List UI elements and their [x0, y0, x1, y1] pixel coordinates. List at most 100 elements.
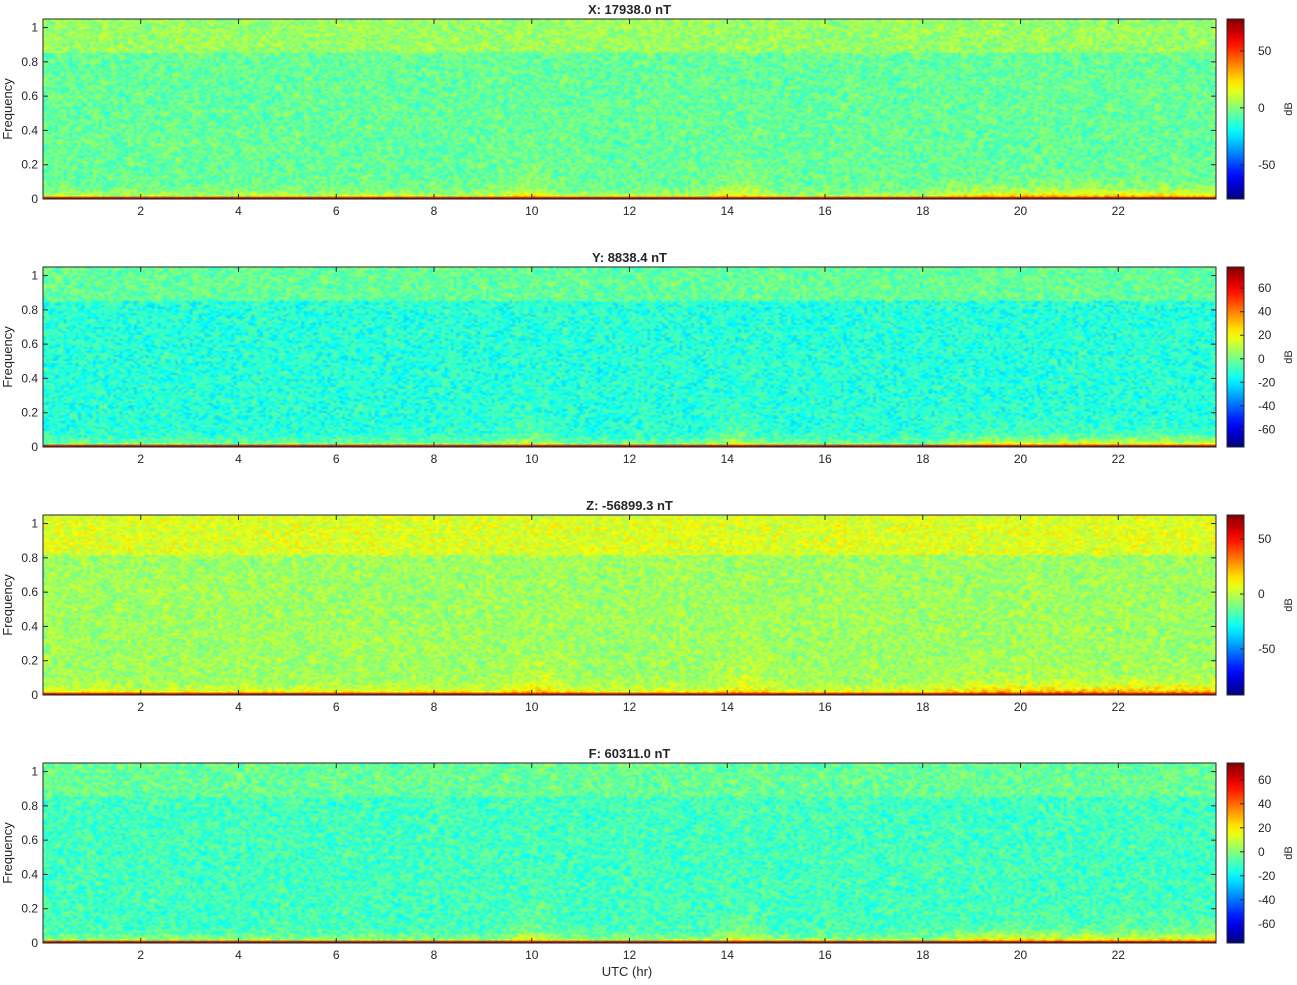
colorbar: [1226, 762, 1245, 944]
y-axis-label: Frequency: [0, 822, 15, 884]
y-tick-label: 0: [31, 936, 38, 950]
colorbar-tick-label: 60: [1258, 281, 1272, 295]
colorbar: [1226, 514, 1245, 696]
x-tick-label: 8: [431, 452, 438, 466]
colorbar-tick-label: 0: [1258, 352, 1265, 366]
x-tick-label: 20: [1014, 204, 1028, 218]
y-tick-label: 0.4: [21, 867, 38, 881]
colorbar-tick-label: 50: [1258, 532, 1272, 546]
x-tick-label: 20: [1014, 948, 1028, 962]
x-tick-label: 6: [333, 452, 340, 466]
y-tick-label: 0.6: [21, 833, 38, 847]
spectrogram-image: [43, 267, 1216, 447]
colorbar-tick-label: 20: [1258, 328, 1272, 342]
x-tick-label: 12: [623, 204, 637, 218]
y-tick-label: 1: [31, 517, 38, 531]
x-tick-label: 2: [137, 452, 144, 466]
x-tick-label: 18: [916, 452, 930, 466]
x-tick-label: 2: [137, 948, 144, 962]
y-tick-label: 0.6: [21, 337, 38, 351]
spectrogram-panel-3: Z: -56899.3 nT2 4 6 8 10 12 14 16 18 20 2200.20.40…: [0, 498, 1295, 714]
spectrogram-image: [43, 515, 1216, 695]
x-tick-label: 10: [525, 204, 539, 218]
colorbar-tick-label: 40: [1258, 797, 1272, 811]
x-tick-label: 20: [1014, 452, 1028, 466]
colorbar-tick-label: -20: [1258, 375, 1276, 389]
colorbar-tick-label: -50: [1258, 158, 1276, 172]
panel-title: X: 17938.0 nT: [588, 2, 671, 17]
y-tick-label: 1: [31, 21, 38, 35]
x-tick-label: 18: [916, 700, 930, 714]
spectrogram-image: [43, 19, 1216, 199]
y-tick-label: 0: [31, 192, 38, 206]
colorbar-tick-label: -50: [1258, 642, 1276, 656]
x-tick-label: 20: [1014, 700, 1028, 714]
spectrogram-image: [43, 763, 1216, 943]
colorbar-tick-label: 50: [1258, 44, 1272, 58]
y-tick-label: 0.2: [21, 158, 38, 172]
x-tick-label: 8: [431, 948, 438, 962]
colorbar-label: dB: [1283, 102, 1295, 115]
colorbar-tick-label: -60: [1258, 422, 1276, 436]
y-tick-label: 0.2: [21, 406, 38, 420]
colorbar-tick-label: 0: [1258, 845, 1265, 859]
y-tick-label: 0: [31, 440, 38, 454]
panel-title: Y: 8838.4 nT: [592, 250, 667, 265]
x-tick-label: 16: [818, 948, 832, 962]
y-tick-label: 0.8: [21, 551, 38, 565]
y-tick-label: 0.2: [21, 902, 38, 916]
x-tick-label: 12: [623, 948, 637, 962]
y-axis-label: Frequency: [0, 574, 15, 636]
x-tick-label: 22: [1112, 452, 1126, 466]
y-tick-label: 0.4: [21, 619, 38, 633]
x-tick-label: 10: [525, 452, 539, 466]
spectrogram-panel-2: Y: 8838.4 nT2 4 6 8 10 12 14 16 18 20 2200.20.40.6…: [0, 250, 1295, 466]
panel-title: F: 60311.0 nT: [589, 746, 671, 761]
x-tick-label: 4: [235, 700, 242, 714]
y-tick-label: 0: [31, 688, 38, 702]
colorbar-label: dB: [1283, 846, 1295, 859]
x-tick-label: 4: [235, 204, 242, 218]
x-tick-label: 6: [333, 700, 340, 714]
x-tick-label: 18: [916, 204, 930, 218]
x-tick-label: 22: [1112, 948, 1126, 962]
x-tick-label: 6: [333, 204, 340, 218]
x-axis-label: UTC (hr): [602, 964, 653, 979]
x-tick-label: 14: [721, 948, 735, 962]
x-tick-label: 16: [818, 700, 832, 714]
colorbar-tick-label: -60: [1258, 917, 1276, 931]
y-tick-label: 1: [31, 269, 38, 283]
colorbar-label: dB: [1283, 350, 1295, 363]
y-tick-label: 0.4: [21, 371, 38, 385]
panel-title: Z: -56899.3 nT: [586, 498, 673, 513]
x-tick-label: 22: [1112, 700, 1126, 714]
colorbar-tick-label: -40: [1258, 893, 1276, 907]
x-tick-label: 6: [333, 948, 340, 962]
x-tick-label: 14: [721, 204, 735, 218]
colorbar-tick-label: 60: [1258, 773, 1272, 787]
x-tick-label: 14: [721, 700, 735, 714]
colorbar-tick-label: 40: [1258, 305, 1272, 319]
y-axis-label: Frequency: [0, 78, 15, 140]
y-tick-label: 0.8: [21, 303, 38, 317]
y-tick-label: 0.4: [21, 123, 38, 137]
x-tick-label: 10: [525, 700, 539, 714]
x-tick-label: 10: [525, 948, 539, 962]
x-tick-label: 16: [818, 452, 832, 466]
y-tick-label: 0.6: [21, 585, 38, 599]
x-tick-label: 4: [235, 948, 242, 962]
y-tick-label: 0.8: [21, 799, 38, 813]
x-tick-label: 12: [623, 452, 637, 466]
colorbar-label: dB: [1283, 598, 1295, 611]
x-tick-label: 2: [137, 700, 144, 714]
y-tick-label: 1: [31, 765, 38, 779]
colorbar: [1226, 266, 1245, 448]
spectrogram-panel-1: X: 17938.0 nT2 4 6 8 10 12 14 16 18 20 2200.20.40.…: [0, 2, 1295, 218]
colorbar-tick-label: -40: [1258, 399, 1276, 413]
x-tick-label: 12: [623, 700, 637, 714]
colorbar-tick-label: 20: [1258, 821, 1272, 835]
x-tick-label: 4: [235, 452, 242, 466]
x-tick-label: 2: [137, 204, 144, 218]
